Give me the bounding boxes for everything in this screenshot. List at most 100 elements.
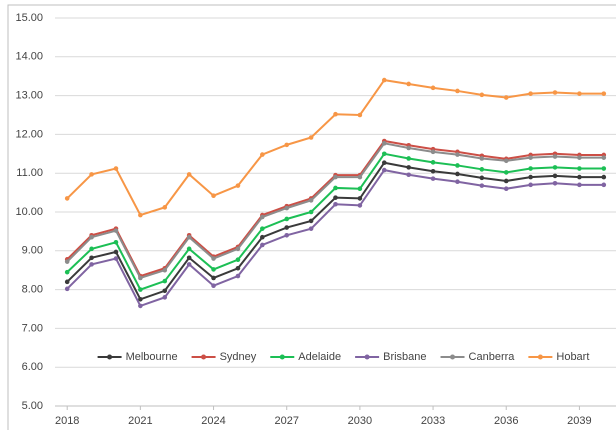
data-point [89, 234, 94, 240]
data-point [113, 239, 119, 245]
data-point [601, 91, 607, 96]
x-tick-label: 2030 [348, 415, 372, 427]
legend-marker [450, 354, 456, 360]
data-point [64, 196, 70, 201]
data-point [601, 174, 607, 180]
data-point [601, 166, 607, 171]
data-point [552, 90, 558, 95]
y-tick-label: 10.00 [15, 206, 43, 218]
data-point [64, 259, 70, 264]
data-point [64, 279, 70, 285]
data-point [235, 265, 241, 271]
data-point [211, 193, 216, 199]
legend-marker [201, 354, 207, 360]
data-point [308, 226, 314, 231]
data-point [552, 173, 558, 179]
data-point [162, 295, 168, 300]
data-point [381, 151, 387, 157]
data-point [406, 165, 411, 170]
data-point [406, 81, 411, 87]
x-tick-label: 2024 [201, 415, 225, 427]
data-point [577, 174, 582, 180]
legend-marker [364, 354, 370, 360]
data-point [113, 256, 119, 261]
data-point [211, 256, 216, 261]
series-line [66, 161, 604, 301]
data-point [235, 273, 241, 279]
data-point [357, 186, 363, 192]
series-line [66, 168, 604, 308]
data-point [138, 303, 143, 309]
legend-label: Brisbane [383, 351, 426, 363]
series-line [66, 78, 604, 217]
data-point [186, 234, 192, 240]
data-point [333, 111, 338, 117]
data-point [577, 166, 582, 171]
data-point [186, 255, 192, 261]
y-tick-label: 8.00 [22, 284, 43, 296]
y-tick-label: 7.00 [22, 322, 43, 334]
data-point [162, 278, 168, 284]
data-point [430, 160, 436, 165]
y-tick-label: 9.00 [22, 245, 43, 257]
data-point [333, 174, 338, 180]
data-point [381, 77, 387, 83]
data-point [577, 91, 582, 96]
data-point [552, 180, 558, 186]
data-point [601, 155, 607, 160]
data-point [308, 135, 314, 140]
x-tick-label: 2021 [128, 415, 152, 427]
legend-label: Canberra [469, 351, 516, 363]
data-point [479, 156, 485, 161]
x-tick-label: 2036 [494, 415, 518, 427]
data-point [138, 287, 143, 292]
data-point [260, 214, 265, 220]
data-point [430, 149, 436, 155]
data-point [479, 92, 485, 98]
data-point [284, 205, 290, 211]
data-point [211, 267, 216, 272]
data-point [381, 167, 387, 173]
legend-marker [537, 354, 543, 360]
legend-marker [279, 354, 285, 360]
y-tick-label: 5.00 [22, 400, 43, 412]
series-line [66, 139, 604, 278]
chart-frame [7, 4, 616, 430]
data-point [235, 183, 241, 188]
data-point [284, 225, 290, 230]
x-tick-label: 2027 [274, 415, 298, 427]
data-point [528, 174, 533, 180]
data-point [284, 216, 290, 222]
legend-marker [107, 354, 113, 360]
data-point [577, 182, 582, 188]
data-point [357, 112, 363, 118]
x-tick-label: 2033 [421, 415, 445, 427]
data-point [406, 145, 411, 151]
data-point [552, 165, 558, 170]
data-point [552, 154, 558, 159]
data-point [89, 246, 94, 252]
data-point [64, 269, 70, 275]
data-point [260, 242, 265, 248]
data-point [479, 175, 485, 181]
data-point [64, 286, 70, 292]
data-point [186, 262, 192, 267]
data-point [308, 218, 314, 224]
data-point [260, 152, 265, 157]
legend-label: Melbourne [126, 351, 178, 363]
data-point [503, 158, 509, 164]
data-point [260, 234, 265, 240]
data-point [162, 288, 168, 294]
data-point [235, 257, 241, 263]
data-point [333, 185, 338, 191]
data-point [113, 228, 119, 233]
legend-label: Adelaide [298, 351, 341, 363]
data-point [528, 155, 533, 160]
data-point [260, 226, 265, 231]
y-tick-label: 13.00 [15, 90, 43, 102]
data-point [406, 172, 411, 178]
data-point [333, 201, 338, 207]
data-point [89, 172, 94, 177]
data-point [528, 166, 533, 171]
y-tick-label: 14.00 [15, 51, 43, 63]
